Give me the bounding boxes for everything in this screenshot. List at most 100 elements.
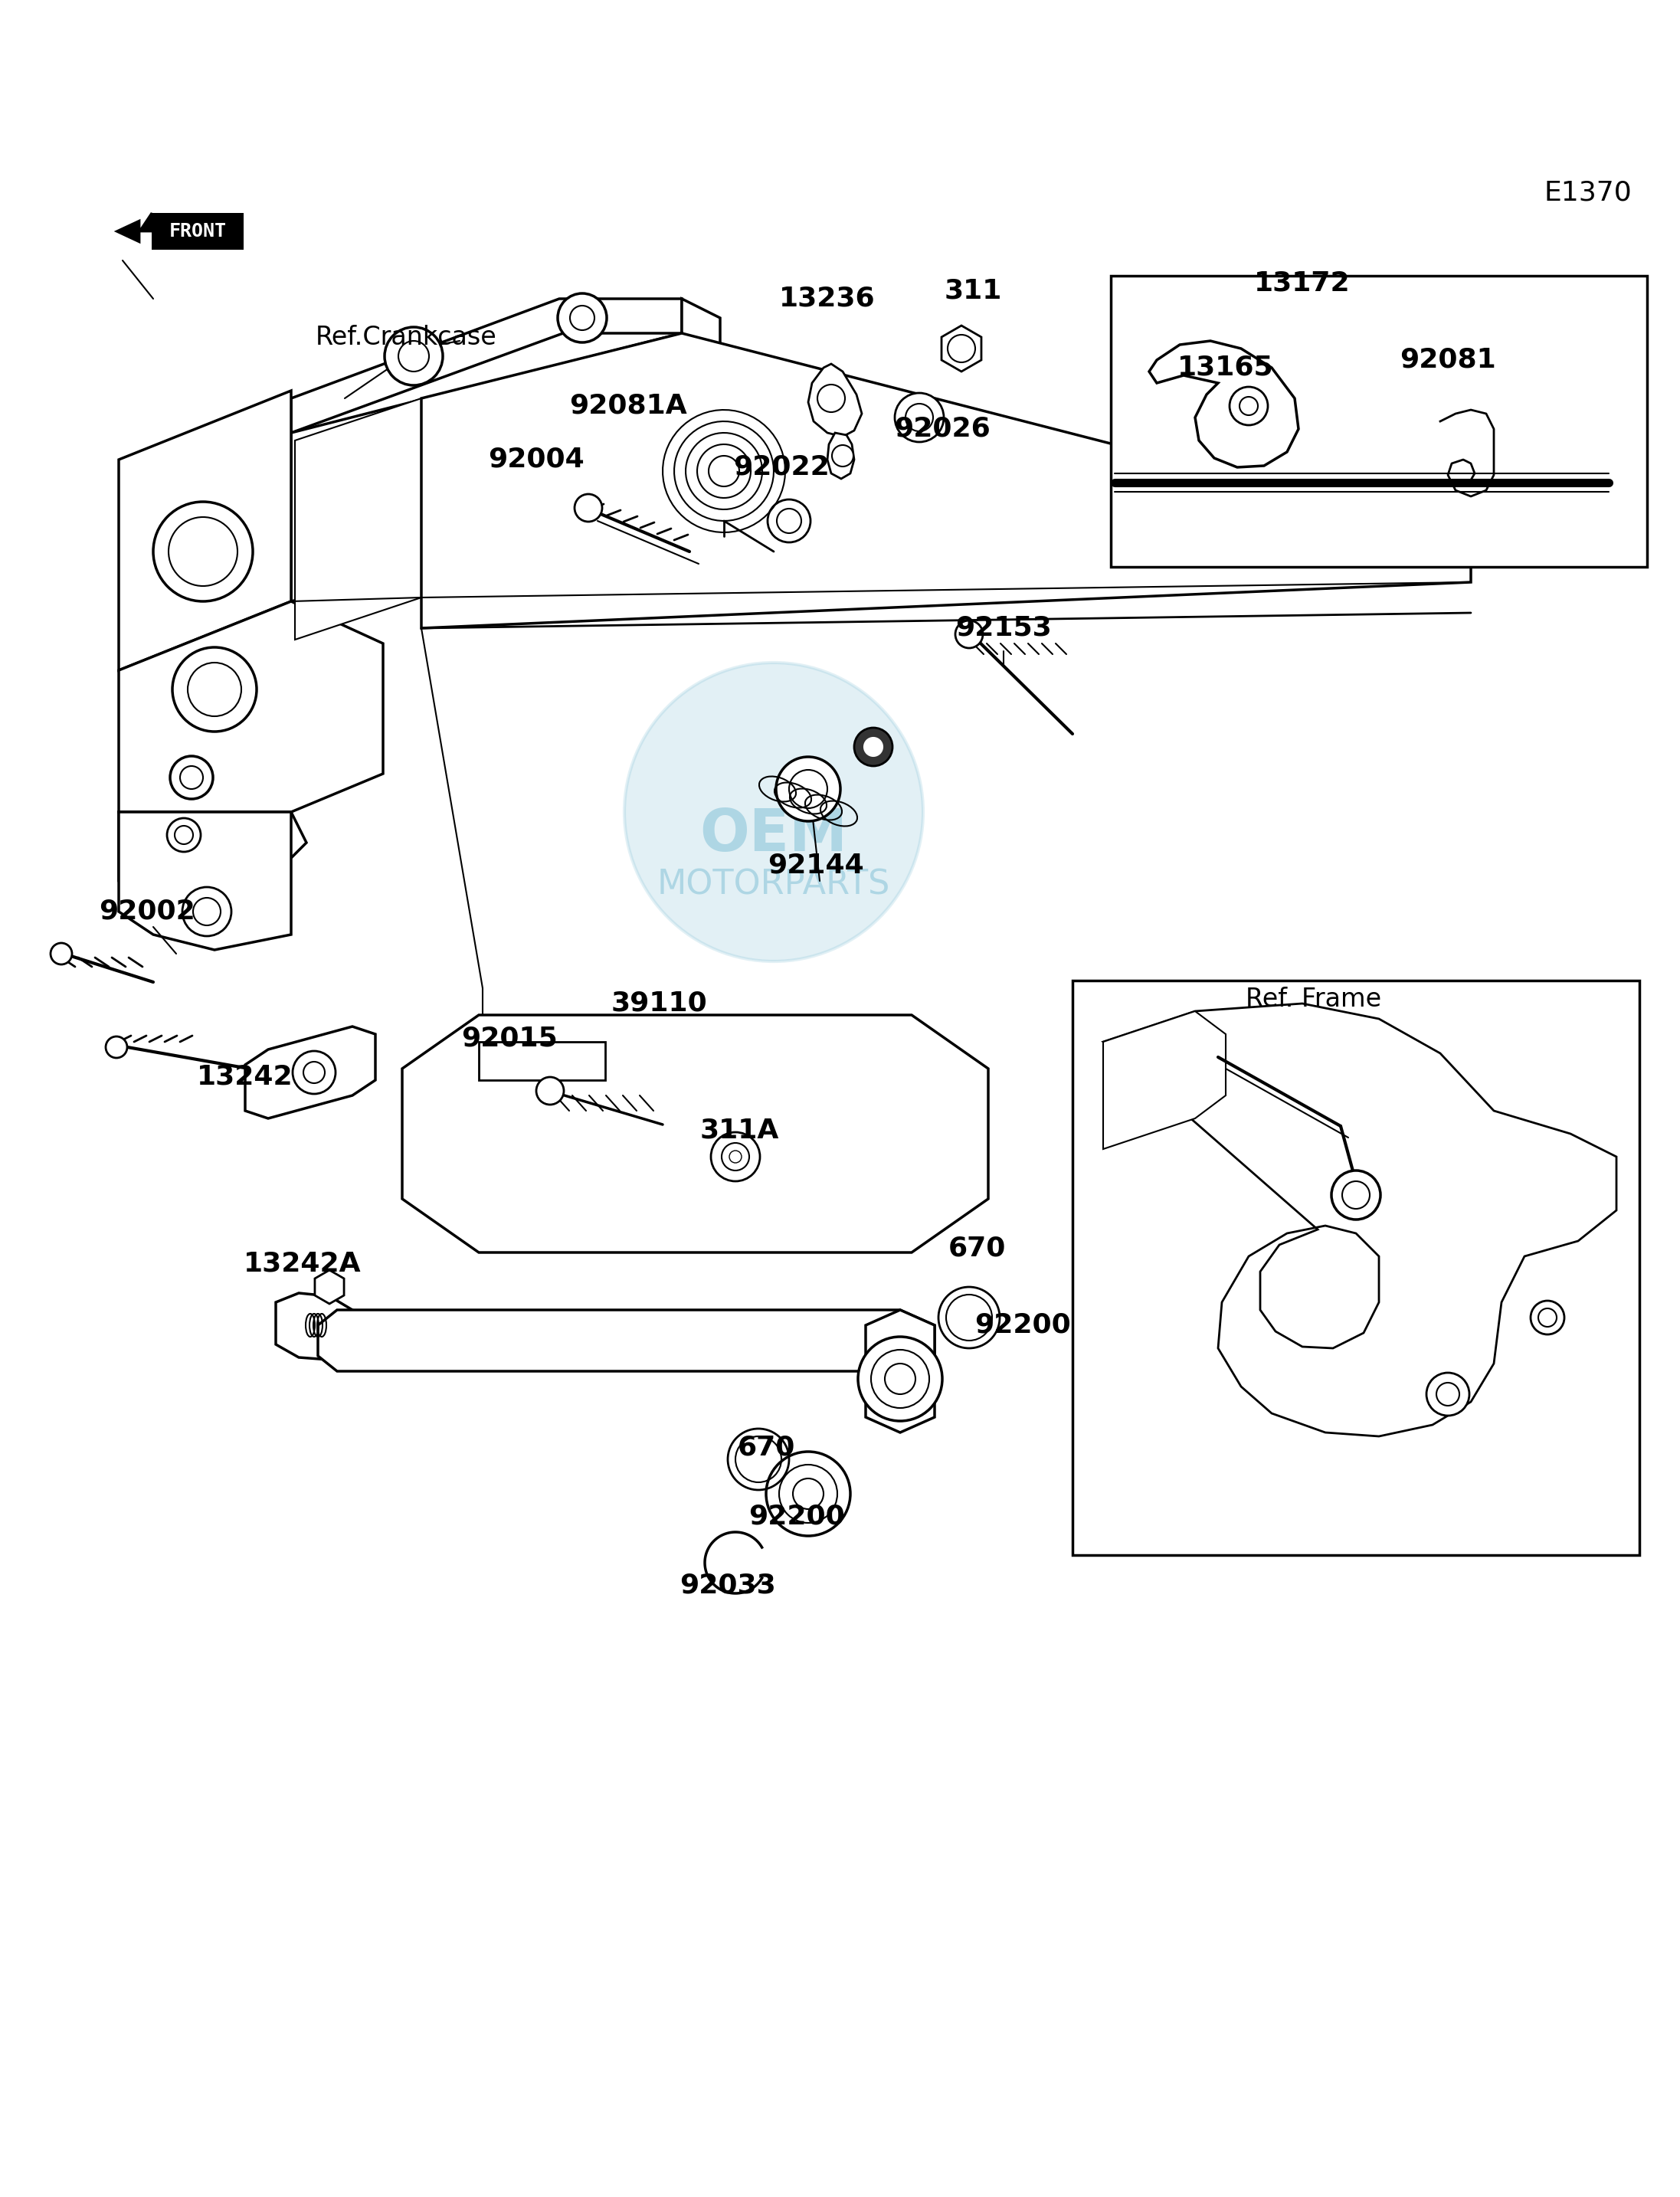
Polygon shape <box>245 1026 375 1118</box>
Circle shape <box>106 1037 128 1059</box>
Circle shape <box>832 446 853 466</box>
Polygon shape <box>827 433 853 479</box>
Circle shape <box>858 1336 942 1421</box>
Text: 92081: 92081 <box>1399 347 1497 373</box>
Circle shape <box>776 756 840 822</box>
Circle shape <box>766 1452 850 1536</box>
Circle shape <box>729 1151 741 1162</box>
Text: Ref.Crankcase: Ref.Crankcase <box>316 325 497 349</box>
Polygon shape <box>291 299 682 433</box>
Text: 670: 670 <box>738 1435 795 1461</box>
Text: 13165: 13165 <box>1178 354 1273 380</box>
Polygon shape <box>119 813 306 901</box>
Circle shape <box>853 727 892 767</box>
Circle shape <box>398 341 428 371</box>
Bar <box>1072 980 1640 1555</box>
Polygon shape <box>422 334 1472 628</box>
Circle shape <box>173 648 257 732</box>
Circle shape <box>575 494 601 521</box>
Circle shape <box>168 516 237 587</box>
Circle shape <box>780 1465 837 1523</box>
Polygon shape <box>865 1309 934 1432</box>
Circle shape <box>385 327 444 384</box>
Circle shape <box>180 767 203 789</box>
Text: 92144: 92144 <box>768 852 864 879</box>
Polygon shape <box>296 398 422 639</box>
Bar <box>479 1041 605 1081</box>
Text: E1370: E1370 <box>1544 180 1631 207</box>
Text: 92015: 92015 <box>462 1026 558 1050</box>
Circle shape <box>1426 1373 1470 1415</box>
Text: 92022: 92022 <box>732 455 830 481</box>
Circle shape <box>558 294 606 343</box>
Circle shape <box>188 663 242 716</box>
Circle shape <box>536 1077 564 1105</box>
Circle shape <box>768 499 810 543</box>
Circle shape <box>1332 1171 1381 1219</box>
Polygon shape <box>276 1294 353 1360</box>
Text: MOTORPARTS: MOTORPARTS <box>657 868 890 901</box>
Text: 92200: 92200 <box>749 1503 845 1529</box>
Circle shape <box>776 510 801 534</box>
Polygon shape <box>1104 1011 1226 1149</box>
Bar <box>1110 277 1646 567</box>
Text: 13242: 13242 <box>197 1063 294 1090</box>
Circle shape <box>1240 398 1258 415</box>
Polygon shape <box>116 213 151 242</box>
Polygon shape <box>402 1015 988 1252</box>
Circle shape <box>895 393 944 442</box>
Circle shape <box>166 817 200 852</box>
Polygon shape <box>682 299 721 521</box>
Circle shape <box>153 501 252 602</box>
Text: Ref. Frame: Ref. Frame <box>1247 986 1381 1013</box>
Text: FRONT: FRONT <box>170 222 227 239</box>
Circle shape <box>1436 1382 1460 1406</box>
Bar <box>151 213 244 250</box>
Text: 92002: 92002 <box>99 899 195 925</box>
Circle shape <box>193 899 220 925</box>
Text: 13242A: 13242A <box>244 1250 361 1276</box>
Circle shape <box>183 888 232 936</box>
Polygon shape <box>1104 1004 1616 1437</box>
Text: 92004: 92004 <box>489 446 585 472</box>
Polygon shape <box>808 365 862 437</box>
Circle shape <box>170 756 213 800</box>
Text: 311: 311 <box>944 279 1001 303</box>
Circle shape <box>1530 1301 1564 1334</box>
Polygon shape <box>291 334 682 602</box>
Circle shape <box>948 334 974 363</box>
Polygon shape <box>119 391 291 670</box>
Polygon shape <box>119 813 291 949</box>
Polygon shape <box>941 325 981 371</box>
Polygon shape <box>119 602 383 813</box>
Text: 92033: 92033 <box>680 1573 776 1599</box>
Text: 92200: 92200 <box>974 1312 1070 1338</box>
Circle shape <box>870 1349 929 1408</box>
Polygon shape <box>314 1270 344 1303</box>
Text: 92081A: 92081A <box>570 393 687 420</box>
Circle shape <box>304 1061 324 1083</box>
Circle shape <box>864 738 882 756</box>
Circle shape <box>818 384 845 413</box>
Circle shape <box>292 1050 336 1094</box>
Text: 92026: 92026 <box>894 415 991 442</box>
Circle shape <box>793 1479 823 1509</box>
Circle shape <box>570 305 595 330</box>
Circle shape <box>722 1142 749 1171</box>
Circle shape <box>1539 1309 1557 1327</box>
Polygon shape <box>1149 341 1299 468</box>
Circle shape <box>1230 387 1268 426</box>
Circle shape <box>1342 1182 1369 1208</box>
Circle shape <box>906 404 932 431</box>
Text: 13236: 13236 <box>780 286 875 312</box>
Circle shape <box>885 1364 916 1395</box>
Text: 92153: 92153 <box>956 615 1052 642</box>
Polygon shape <box>318 1309 934 1371</box>
Circle shape <box>790 769 827 808</box>
Text: 670: 670 <box>948 1235 1006 1261</box>
Text: OEM: OEM <box>701 806 848 863</box>
Text: 311A: 311A <box>699 1116 780 1142</box>
Circle shape <box>956 620 983 648</box>
Circle shape <box>625 663 922 962</box>
Text: 39110: 39110 <box>610 991 707 1017</box>
